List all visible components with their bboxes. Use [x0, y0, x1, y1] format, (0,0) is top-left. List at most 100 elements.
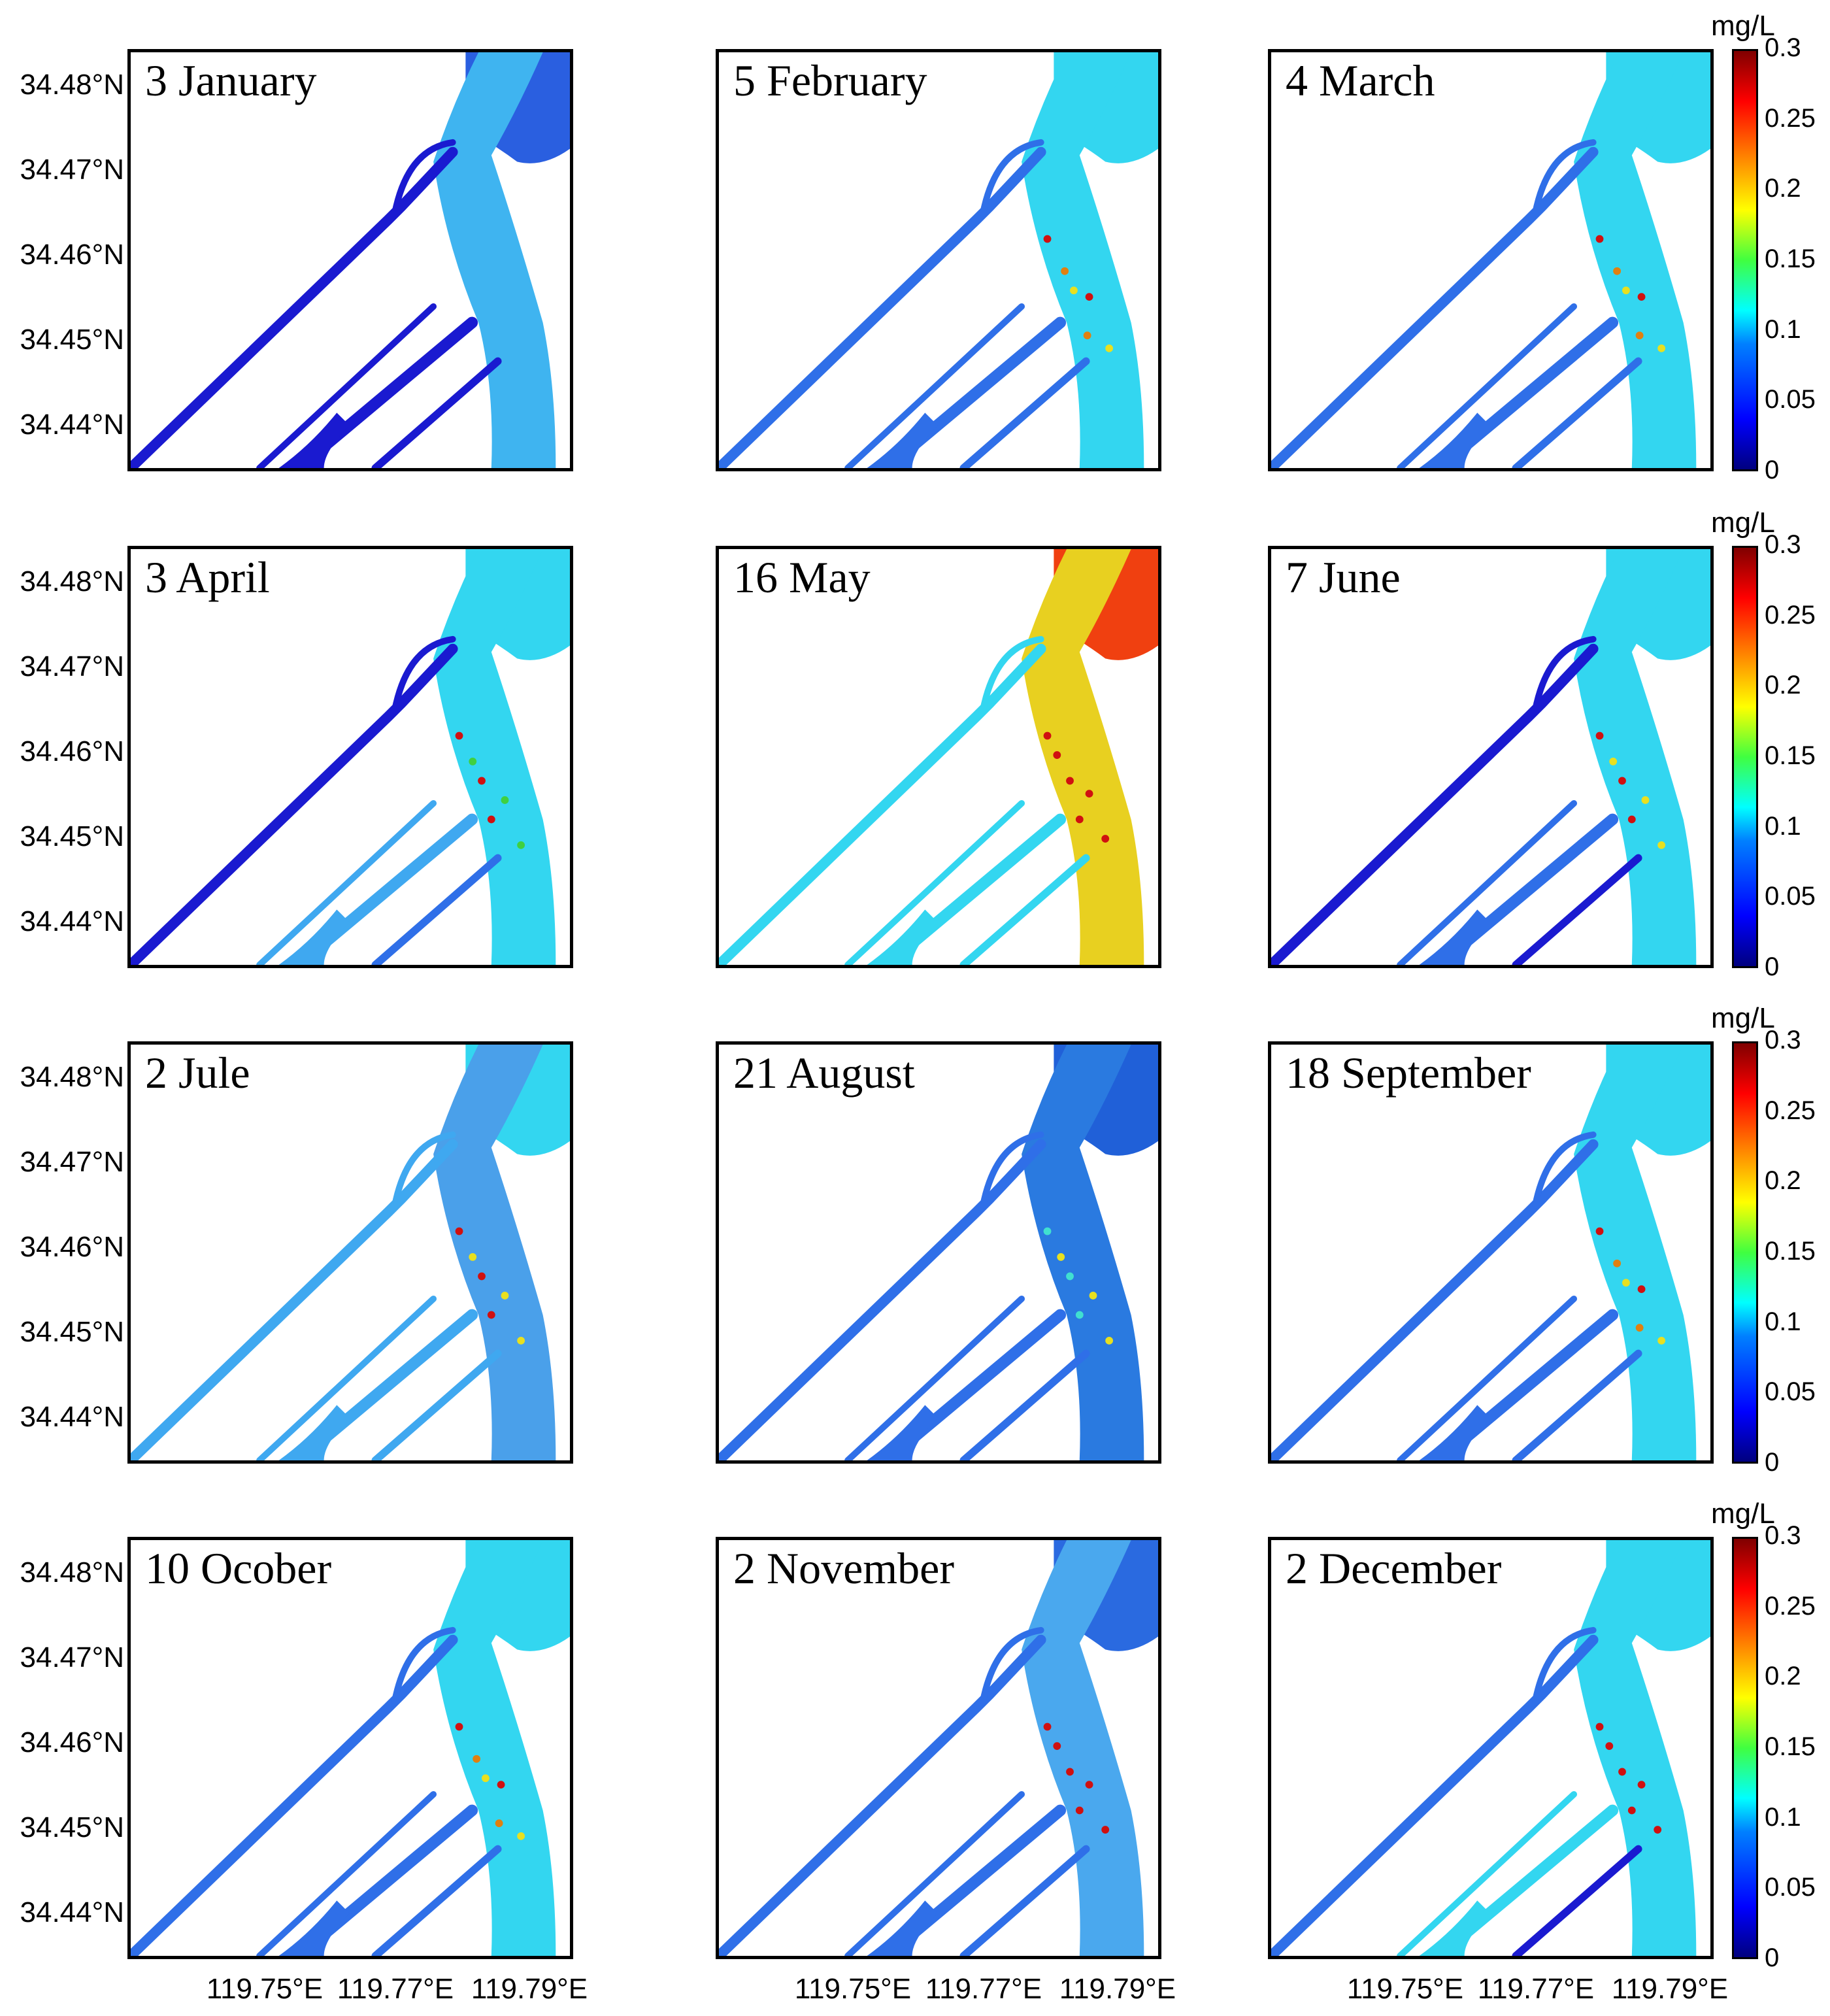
- canal-delta: [1419, 412, 1491, 468]
- hotspot-dot: [1605, 1742, 1614, 1750]
- colorbar-tick-label: 0.2: [1765, 1166, 1801, 1196]
- canal-fork: [980, 139, 1044, 217]
- hotspot-dot: [1066, 777, 1074, 785]
- canal-branch-3: [959, 854, 1090, 965]
- hotspot-dot: [1043, 1227, 1052, 1235]
- map-panel-11: 2 November: [716, 1537, 1161, 1959]
- hotspot-dot: [1075, 815, 1084, 824]
- canal-fork: [980, 1626, 1044, 1705]
- y-tick-label: 34.47°N: [20, 1146, 124, 1178]
- canal-branch-3: [1512, 1845, 1642, 1956]
- hotspot-dot: [1613, 1259, 1622, 1268]
- colorbar-tick-label: 0.25: [1765, 1096, 1816, 1125]
- canal-main: [719, 643, 1046, 965]
- canal-branch-1: [256, 799, 437, 965]
- canal-main: [1271, 146, 1599, 468]
- x-tick-label: 119.75°E: [206, 1973, 324, 2005]
- concentration-map: [131, 549, 570, 965]
- colorbar: [1732, 1041, 1758, 1464]
- canal-branch-3: [371, 357, 502, 468]
- colorbar-tick-label: 0: [1765, 952, 1780, 981]
- y-tick-label: 34.44°N: [20, 1401, 124, 1433]
- hotspot-dot: [495, 1819, 503, 1828]
- x-tick-label: 119.77°E: [337, 1973, 454, 2005]
- y-tick-label: 34.44°N: [20, 1896, 124, 1928]
- y-tick-label: 34.45°N: [20, 324, 124, 356]
- panel-title: 16 May: [733, 552, 871, 602]
- canal-main: [719, 1634, 1046, 1956]
- colorbar-unit: mg/L: [1711, 1498, 1775, 1530]
- y-tick-label: 34.47°N: [20, 650, 124, 682]
- canal-branch-3: [1512, 357, 1642, 468]
- canal-delta: [1419, 909, 1491, 965]
- map-panel-3: 4 March: [1268, 49, 1714, 471]
- main-river: [1022, 52, 1144, 468]
- concentration-map: [1271, 52, 1710, 468]
- canal-fork: [391, 1626, 456, 1705]
- colorbar-unit: mg/L: [1711, 507, 1775, 539]
- main-river: [433, 52, 556, 468]
- canal-delta: [1419, 1900, 1491, 1956]
- panel-title: 18 September: [1286, 1048, 1531, 1098]
- hotspot-dot: [487, 815, 495, 824]
- main-river: [1574, 52, 1697, 468]
- panel-title: 2 Jule: [145, 1048, 250, 1098]
- hotspot-dot: [1613, 267, 1622, 275]
- canal-fork: [391, 1131, 456, 1209]
- colorbar-tick-label: 0.05: [1765, 1377, 1816, 1407]
- colorbar-unit: mg/L: [1711, 1002, 1775, 1034]
- colorbar-tick-label: 0.3: [1765, 1026, 1801, 1054]
- hotspot-dot: [482, 1774, 490, 1783]
- hotspot-dot: [1105, 1336, 1114, 1345]
- y-tick-label: 34.46°N: [20, 1726, 124, 1758]
- colorbar-tick-label: 0.1: [1765, 1307, 1801, 1336]
- hotspot-dot: [1043, 235, 1052, 243]
- colorbar-tick-label: 0.3: [1765, 33, 1801, 62]
- y-tick-label: 34.45°N: [20, 820, 124, 852]
- y-tick-label: 34.48°N: [20, 69, 124, 101]
- y-tick-label: 34.47°N: [20, 154, 124, 186]
- y-tick-label: 34.48°N: [20, 1556, 124, 1588]
- y-tick-label: 34.44°N: [20, 409, 124, 441]
- canal-main: [1271, 1139, 1599, 1460]
- hotspot-dot: [455, 731, 463, 740]
- canal-main: [131, 146, 458, 468]
- colorbar-tick-label: 0.05: [1765, 385, 1816, 414]
- canal-delta: [867, 412, 939, 468]
- colorbar-tick-label: 0.05: [1765, 882, 1816, 911]
- canal-main: [131, 1139, 458, 1460]
- canal-main: [719, 1139, 1046, 1460]
- x-tick-label: 119.75°E: [794, 1973, 912, 2005]
- concentration-map: [719, 549, 1158, 965]
- y-tick-label: 34.46°N: [20, 735, 124, 767]
- canal-main: [719, 146, 1046, 468]
- hotspot-dot: [1637, 293, 1646, 301]
- canal-branch-1: [1397, 799, 1578, 965]
- canal-branch-1: [1397, 1295, 1578, 1460]
- concentration-map: [131, 52, 570, 468]
- hotspot-dot: [497, 1781, 505, 1789]
- canal-delta: [867, 1900, 939, 1956]
- hotspot-dot: [501, 796, 509, 804]
- hotspot-dot: [1070, 286, 1078, 295]
- y-tick-label: 34.47°N: [20, 1641, 124, 1673]
- concentration-map: [131, 1045, 570, 1460]
- concentration-map: [719, 1540, 1158, 1956]
- colorbar-tick-label: 0.2: [1765, 1662, 1801, 1691]
- map-panel-2: 5 February: [716, 49, 1161, 471]
- hotspot-dot: [1043, 1722, 1052, 1731]
- hotspot-dot: [1637, 1781, 1646, 1789]
- panel-title: 21 August: [733, 1048, 915, 1098]
- x-tick-label: 119.79°E: [1611, 1973, 1729, 2005]
- canal-delta: [278, 909, 350, 965]
- main-river: [433, 1045, 556, 1460]
- main-river: [1574, 549, 1697, 965]
- y-tick-label: 34.48°N: [20, 1061, 124, 1093]
- hotspot-dot: [1618, 777, 1626, 785]
- hotspot-dot: [473, 1755, 481, 1763]
- map-panel-8: 21 August: [716, 1041, 1161, 1464]
- hotspot-dot: [1085, 1781, 1093, 1789]
- main-river: [433, 549, 556, 965]
- canal-delta: [867, 909, 939, 965]
